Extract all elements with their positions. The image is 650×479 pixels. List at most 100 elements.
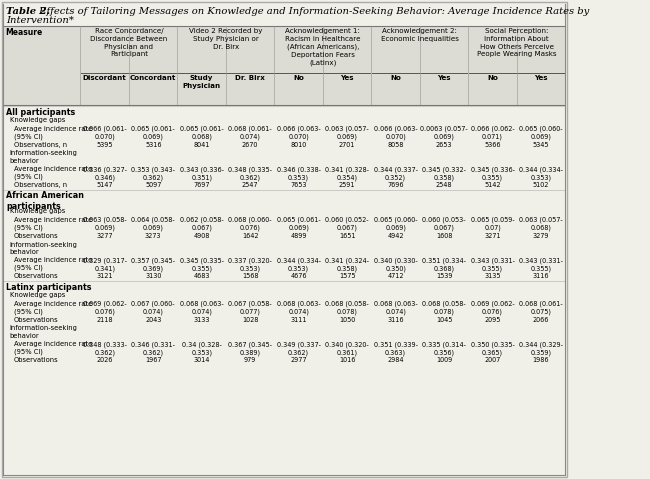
Text: 0.064 (0.058-
0.069): 0.064 (0.058- 0.069) [131,217,175,231]
Text: 0.337 (0.320-
0.353): 0.337 (0.320- 0.353) [228,258,272,272]
Text: 0.063 (0.057-
0.068): 0.063 (0.057- 0.068) [519,217,563,231]
Text: 0.065 (0.061-
0.069): 0.065 (0.061- 0.069) [131,125,175,140]
Text: 0.068 (0.063-
0.074): 0.068 (0.063- 0.074) [180,301,224,315]
Text: No: No [390,75,401,81]
Text: 3279: 3279 [533,233,549,239]
Text: Race Concordance/
Discordance Between
Physician and
Participant: Race Concordance/ Discordance Between Ph… [90,28,168,57]
Text: 2026: 2026 [97,357,113,363]
Text: 2043: 2043 [145,317,161,323]
Text: 3135: 3135 [484,274,500,279]
Text: 7696: 7696 [387,182,404,188]
Text: Study
Physician: Study Physician [183,75,221,89]
Text: 0.340 (0.320-
0.361): 0.340 (0.320- 0.361) [325,342,369,356]
Text: 2118: 2118 [96,317,113,323]
Text: 0.344 (0.329-
0.359): 0.344 (0.329- 0.359) [519,342,563,356]
Text: Acknowledgement 2:
Economic Inequalities: Acknowledgement 2: Economic Inequalities [381,28,459,42]
Text: 3121: 3121 [96,274,113,279]
Text: 3273: 3273 [145,233,161,239]
Text: 5102: 5102 [533,182,549,188]
Text: Yes: Yes [341,75,354,81]
Text: Latinx participants: Latinx participants [6,283,92,292]
Text: 0.346 (0.338-
0.353): 0.346 (0.338- 0.353) [277,166,320,181]
Text: 0.060 (0.053-
0.067): 0.060 (0.053- 0.067) [422,217,466,231]
Text: 1986: 1986 [533,357,549,363]
Text: Social Perception:
Information About
How Others Perceive
People Wearing Masks: Social Perception: Information About How… [477,28,556,57]
Text: 0.34 (0.328-
0.353): 0.34 (0.328- 0.353) [182,342,222,356]
Text: 1028: 1028 [242,317,258,323]
Text: 2095: 2095 [484,317,500,323]
Text: Observations: Observations [14,274,58,279]
Text: Observations, n: Observations, n [14,142,67,148]
FancyBboxPatch shape [2,2,567,477]
Text: 0.346 (0.331-
0.362): 0.346 (0.331- 0.362) [131,342,176,356]
Text: Information-seeking
behavior: Information-seeking behavior [10,241,77,255]
Text: 4908: 4908 [194,233,210,239]
Text: 0.340 (0.330-
0.350): 0.340 (0.330- 0.350) [374,258,417,272]
Text: Observations: Observations [14,317,58,323]
Text: 5366: 5366 [484,142,500,148]
Text: 4683: 4683 [194,274,210,279]
Text: 7653: 7653 [291,182,307,188]
Text: 0.343 (0.331-
0.355): 0.343 (0.331- 0.355) [471,258,515,272]
Text: 0.063 (0.058-
0.069): 0.063 (0.058- 0.069) [83,217,127,231]
Text: 3116: 3116 [533,274,549,279]
Text: No: No [487,75,498,81]
Text: 5345: 5345 [533,142,549,148]
Text: Average incidence rate
(95% CI): Average incidence rate (95% CI) [14,301,92,315]
Text: 0.066 (0.061-
0.070): 0.066 (0.061- 0.070) [83,125,127,140]
Text: Knowledge gaps: Knowledge gaps [10,292,65,298]
Text: 1016: 1016 [339,357,356,363]
Text: 1568: 1568 [242,274,259,279]
Text: 1608: 1608 [436,233,452,239]
Text: 3271: 3271 [484,233,500,239]
Text: 1539: 1539 [436,274,452,279]
Text: Observations, n: Observations, n [14,182,67,188]
Text: 5142: 5142 [484,182,500,188]
Text: 0.068 (0.058-
0.078): 0.068 (0.058- 0.078) [325,301,369,315]
Text: 2984: 2984 [387,357,404,363]
Text: 1575: 1575 [339,274,356,279]
Text: Discordant: Discordant [83,75,127,81]
Text: 4942: 4942 [387,233,404,239]
Text: 0.068 (0.061-
0.075): 0.068 (0.061- 0.075) [519,301,563,315]
Text: 1009: 1009 [436,357,452,363]
Text: Effects of Tailoring Messages on Knowledge and Information-Seeking Behavior: Ave: Effects of Tailoring Messages on Knowled… [36,7,589,16]
Text: 0.343 (0.331-
0.355): 0.343 (0.331- 0.355) [519,258,563,272]
Text: Average incidence rate
(95% CI): Average incidence rate (95% CI) [14,125,92,139]
Text: 1642: 1642 [242,233,259,239]
Text: 8041: 8041 [194,142,210,148]
Text: 3111: 3111 [291,317,307,323]
Text: 4712: 4712 [387,274,404,279]
Text: 0.068 (0.063-
0.074): 0.068 (0.063- 0.074) [374,301,417,315]
Text: Concordant: Concordant [130,75,176,81]
Text: No: No [293,75,304,81]
Text: 0.351 (0.339-
0.363): 0.351 (0.339- 0.363) [374,342,417,356]
Text: 0.067 (0.060-
0.074): 0.067 (0.060- 0.074) [131,301,175,315]
Text: 4899: 4899 [291,233,307,239]
Text: 0.336 (0.327-
0.346): 0.336 (0.327- 0.346) [83,166,127,181]
Text: 2548: 2548 [436,182,452,188]
Text: 8058: 8058 [387,142,404,148]
Text: 2670: 2670 [242,142,258,148]
Text: 7697: 7697 [194,182,210,188]
Text: 0.065 (0.060-
0.069): 0.065 (0.060- 0.069) [374,217,417,231]
Text: 5316: 5316 [145,142,161,148]
Text: 0.335 (0.314-
0.356): 0.335 (0.314- 0.356) [422,342,466,356]
Text: 2007: 2007 [484,357,500,363]
Text: 3130: 3130 [145,274,161,279]
Text: 0.345 (0.336-
0.355): 0.345 (0.336- 0.355) [471,166,515,181]
Text: Acknowledgement 1:
Racism in Healthcare
(African Americans),
Deportation Fears
(: Acknowledgement 1: Racism in Healthcare … [285,28,361,66]
Text: 0.353 (0.343-
0.362): 0.353 (0.343- 0.362) [131,166,176,181]
Text: 2547: 2547 [242,182,259,188]
Text: Dr. Birx: Dr. Birx [235,75,265,81]
Text: 0.367 (0.345-
0.389): 0.367 (0.345- 0.389) [228,342,272,356]
Text: 0.0063 (0.057-
0.069): 0.0063 (0.057- 0.069) [420,125,468,140]
Text: 1045: 1045 [436,317,452,323]
Text: 0.068 (0.063-
0.074): 0.068 (0.063- 0.074) [277,301,320,315]
Text: 0.348 (0.333-
0.362): 0.348 (0.333- 0.362) [83,342,127,356]
Text: 0.344 (0.334-
0.353): 0.344 (0.334- 0.353) [277,258,320,272]
Text: 0.065 (0.060-
0.069): 0.065 (0.060- 0.069) [519,125,563,140]
Text: 0.351 (0.334-
0.368): 0.351 (0.334- 0.368) [422,258,466,272]
Text: 0.341 (0.328-
0.354): 0.341 (0.328- 0.354) [325,166,369,181]
Text: 3133: 3133 [194,317,210,323]
